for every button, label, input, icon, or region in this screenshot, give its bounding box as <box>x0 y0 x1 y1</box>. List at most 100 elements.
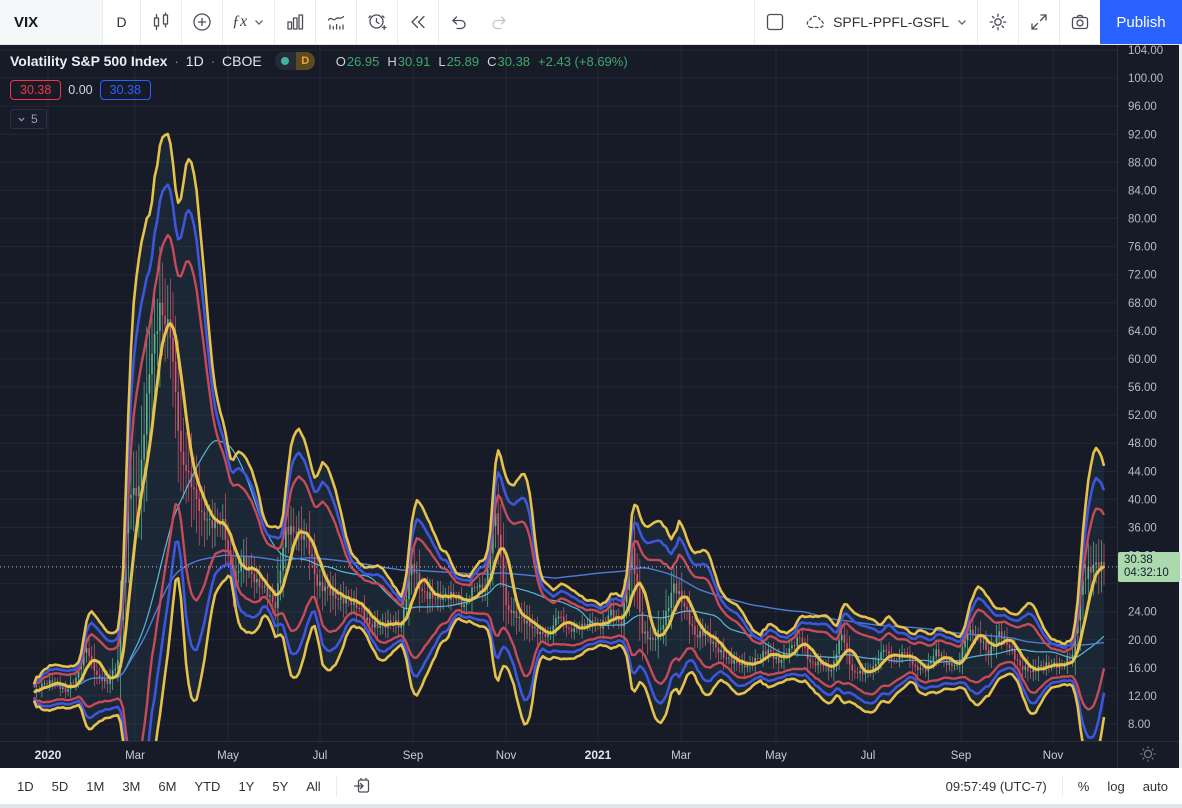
range-1m[interactable]: 1M <box>77 768 113 804</box>
indicators-collapsed-row: 5 <box>10 109 628 129</box>
create-alert-button[interactable] <box>357 0 397 44</box>
range-ytd[interactable]: YTD <box>185 768 229 804</box>
symbol-search-button[interactable]: VIX <box>0 0 102 44</box>
status-dot-wrap <box>274 52 296 70</box>
undo-icon <box>452 16 466 30</box>
candlestick-style-icon <box>153 12 169 31</box>
percent-scale-button[interactable]: % <box>1069 768 1099 804</box>
toolbar-separator <box>977 0 978 44</box>
toolbar-separator <box>181 0 182 44</box>
high-label: H <box>387 53 397 69</box>
svg-text:36.00: 36.00 <box>1128 522 1157 534</box>
svg-text:60.00: 60.00 <box>1128 354 1157 366</box>
svg-text:40.00: 40.00 <box>1128 494 1157 506</box>
svg-text:Sep: Sep <box>403 750 423 762</box>
toolbar-separator <box>1018 0 1019 44</box>
ohlc-values: O26.95 H30.91 L25.89 C30.38 +2.43 (+8.69… <box>336 54 628 69</box>
svg-text:Jul: Jul <box>861 750 876 762</box>
svg-text:48.00: 48.00 <box>1128 438 1157 450</box>
chevron-down-icon <box>255 20 264 25</box>
chart-settings-button[interactable] <box>978 0 1018 44</box>
sun-icon[interactable] <box>1140 746 1156 762</box>
snapshot-button[interactable] <box>1060 0 1100 44</box>
chart-style-button[interactable] <box>141 0 181 44</box>
toolbar-right-cluster: SPFL-PPFL-GSFL Pu <box>754 0 1182 44</box>
last-price-value: 30.38 <box>1124 554 1153 566</box>
svg-text:12.00: 12.00 <box>1128 691 1157 703</box>
chevron-down-icon <box>18 117 25 121</box>
compare-add-button[interactable] <box>182 0 222 44</box>
svg-text:Mar: Mar <box>125 750 145 762</box>
price-axis[interactable] <box>1117 45 1182 741</box>
chevron-down-icon <box>958 20 966 25</box>
range-5y[interactable]: 5Y <box>263 768 297 804</box>
svg-text:96.00: 96.00 <box>1128 101 1157 113</box>
undo-button[interactable] <box>439 0 479 44</box>
indicators-expand-chip[interactable]: 5 <box>10 109 47 129</box>
svg-text:20.00: 20.00 <box>1128 635 1157 647</box>
indicators-fx-icon: ƒx <box>232 13 248 30</box>
svg-text:Sep: Sep <box>951 750 971 762</box>
clock-display[interactable]: 09:57:49 (UTC-7) <box>937 768 1056 804</box>
chart-legend: Volatility S&P 500 Index · 1D · CBOE D O… <box>10 51 628 129</box>
svg-text:44.00: 44.00 <box>1128 466 1157 478</box>
range-all[interactable]: All <box>297 768 329 804</box>
bottom-right-cluster: 09:57:49 (UTC-7) % log auto <box>937 768 1182 804</box>
range-1d[interactable]: 1D <box>8 768 43 804</box>
financials-button[interactable] <box>275 0 315 44</box>
svg-text:Nov: Nov <box>1043 750 1064 762</box>
indicator-templates-icon <box>327 15 345 30</box>
svg-text:8.00: 8.00 <box>1128 719 1150 731</box>
layout-select-button[interactable] <box>755 0 795 44</box>
auto-scale-button[interactable]: auto <box>1134 768 1182 804</box>
interval-label: 1D <box>185 53 204 69</box>
saved-layout-button[interactable]: SPFL-PPFL-GSFL <box>795 0 977 44</box>
layout-name-label: SPFL-PPFL-GSFL <box>833 14 949 30</box>
title-separator: · <box>210 53 216 69</box>
sell-button[interactable]: 30.38 <box>10 80 62 100</box>
buy-button[interactable]: 30.38 <box>99 80 151 100</box>
close-label: C <box>487 53 497 69</box>
svg-text:16.00: 16.00 <box>1128 663 1157 675</box>
range-3m[interactable]: 3M <box>113 768 149 804</box>
svg-text:72.00: 72.00 <box>1128 270 1157 282</box>
low-label: L <box>438 53 446 69</box>
redo-button[interactable] <box>479 0 519 44</box>
time-axis[interactable] <box>0 741 1117 768</box>
market-status-toggle[interactable]: D <box>274 52 315 70</box>
fullscreen-icon <box>1031 14 1047 30</box>
toolbar-separator <box>438 0 440 44</box>
bar-replay-button[interactable] <box>398 0 438 44</box>
range-5d[interactable]: 5D <box>43 768 78 804</box>
cloud-icon <box>806 15 825 29</box>
title-separator: · <box>174 53 179 69</box>
toolbar-separator <box>140 0 141 44</box>
fullscreen-button[interactable] <box>1019 0 1059 44</box>
hidden-indicators-count: 5 <box>31 112 38 126</box>
open-label: O <box>335 53 346 69</box>
go-to-date-icon <box>353 777 369 793</box>
range-6m[interactable]: 6M <box>149 768 185 804</box>
svg-text:76.00: 76.00 <box>1128 242 1157 254</box>
svg-text:80.00: 80.00 <box>1128 214 1157 226</box>
svg-text:56.00: 56.00 <box>1128 382 1157 394</box>
change-value: +2.43 (+8.69%) <box>538 53 628 69</box>
go-to-date-button[interactable] <box>343 768 381 804</box>
svg-text:68.00: 68.00 <box>1128 298 1157 310</box>
low-value: 25.89 <box>446 53 480 69</box>
indicators-button[interactable]: ƒx <box>223 0 274 44</box>
log-scale-button[interactable]: log <box>1098 768 1133 804</box>
window-edge <box>1179 45 1182 768</box>
interval-button[interactable]: D <box>103 0 140 44</box>
price-chart-canvas[interactable]: 104.00 100.00 96.00 92.00 88.00 84.00 80.00 76.… <box>0 45 1182 768</box>
publish-button[interactable]: Publish <box>1100 0 1182 44</box>
svg-text:104.00: 104.00 <box>1128 45 1163 57</box>
chart-area[interactable]: 104.00 100.00 96.00 92.00 88.00 84.00 80.00 76.… <box>0 45 1182 768</box>
range-buttons: 1D 5D 1M 3M 6M YTD 1Y 5Y All <box>0 768 330 804</box>
range-1y[interactable]: 1Y <box>229 768 263 804</box>
indicator-templates-button[interactable] <box>316 0 356 44</box>
symbol-title: Volatility S&P 500 Index <box>10 53 168 69</box>
settings-gear-icon <box>989 13 1007 31</box>
add-circle-icon <box>193 13 211 31</box>
